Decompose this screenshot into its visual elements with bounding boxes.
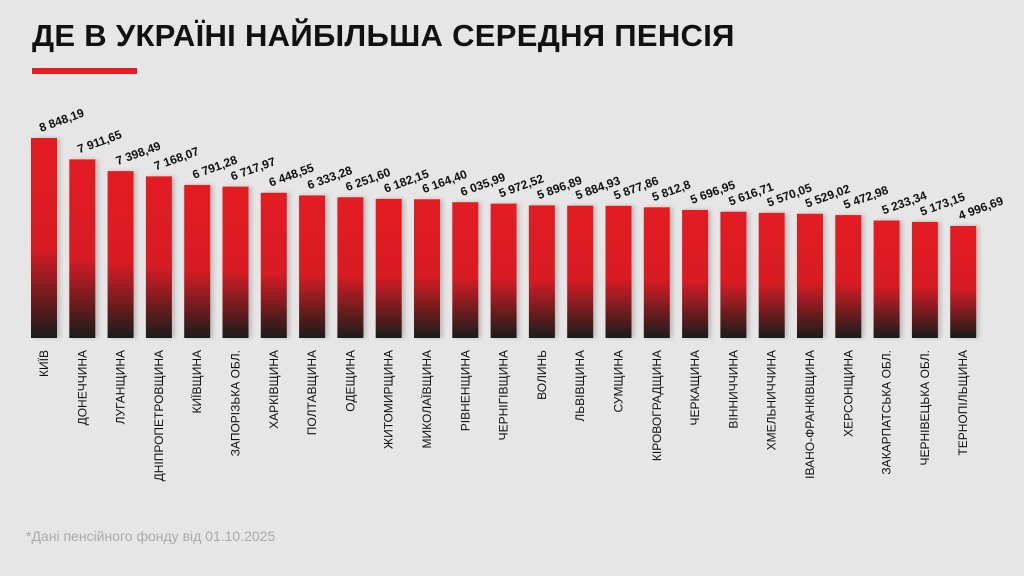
category-label: ЧЕРНІГІВЩИНА (497, 350, 511, 440)
bar (835, 215, 862, 338)
category-label: ЛЬВІВЩИНА (573, 350, 587, 422)
category-label: ХМЕЛЬНИЧЧИНА (765, 350, 779, 450)
category-label: ВОЛИНЬ (535, 350, 549, 400)
bar (452, 202, 479, 338)
category-label: ВІННИЧЧИНА (726, 350, 740, 429)
bar (605, 205, 632, 338)
bar (720, 211, 747, 338)
bar (682, 209, 709, 338)
value-label: 7 911,65 (76, 127, 124, 156)
category-label: КИЇВ (37, 350, 51, 377)
bar (184, 184, 211, 338)
category-label: ЗАКАРПАТСЬКА ОБЛ. (880, 350, 894, 475)
category-label: РІВНЕНЩИНА (458, 350, 472, 431)
bar (375, 198, 402, 338)
value-label: 8 848,19 (37, 106, 86, 135)
bar (69, 159, 96, 338)
bar (299, 195, 326, 338)
category-label: ЧЕРКАЩИНА (688, 350, 702, 426)
title-underline (32, 68, 137, 74)
category-label: ТЕРНОПІЛЬЩИНА (956, 350, 970, 456)
category-label: ЛУГАНЩИНА (114, 350, 128, 424)
category-label: ЗАПОРІЗЬКА ОБЛ. (229, 350, 243, 456)
chart-title: ДЕ В УКРАЇНІ НАЙБІЛЬША СЕРЕДНЯ ПЕНСІЯ (32, 18, 735, 53)
category-label: ІВАНО-ФРАНКІВЩИНА (803, 350, 817, 479)
bar (758, 212, 785, 338)
category-label: СУМЩИНА (612, 350, 626, 412)
category-label: МИКОЛАЇВЩИНА (420, 350, 434, 448)
category-label: ДНІПРОПЕТРОВЩИНА (152, 350, 166, 481)
bar (490, 203, 517, 338)
category-label: ОДЕЩИНА (343, 350, 357, 412)
category-label: КІРОВОГРАДЩИНА (650, 350, 664, 461)
bar (567, 205, 594, 338)
category-label: ЖИТОМИРЩИНА (382, 350, 396, 449)
bar (222, 186, 249, 338)
category-label: ДОНЕЧЧИНА (75, 350, 89, 425)
bar (145, 176, 172, 338)
bar (414, 199, 440, 338)
bar (643, 207, 670, 338)
bar (260, 192, 287, 338)
bar (528, 205, 555, 338)
category-label: ЧЕРНІВЕЦЬКА ОБЛ. (918, 350, 932, 466)
category-label: ПОЛТАВЩИНА (305, 350, 319, 435)
bar (107, 171, 134, 338)
footnote: *Дані пенсійного фонду від 01.10.2025 (26, 528, 276, 544)
bar (337, 197, 364, 338)
category-label: ХЕРСОНЩИНА (841, 350, 855, 437)
bar (911, 221, 938, 338)
category-label: КИЇВЩИНА (190, 350, 204, 414)
category-label: ХАРКІВЩИНА (267, 350, 281, 429)
bar (950, 225, 977, 338)
bar (797, 213, 823, 338)
bar (31, 138, 57, 338)
bar (873, 220, 900, 338)
